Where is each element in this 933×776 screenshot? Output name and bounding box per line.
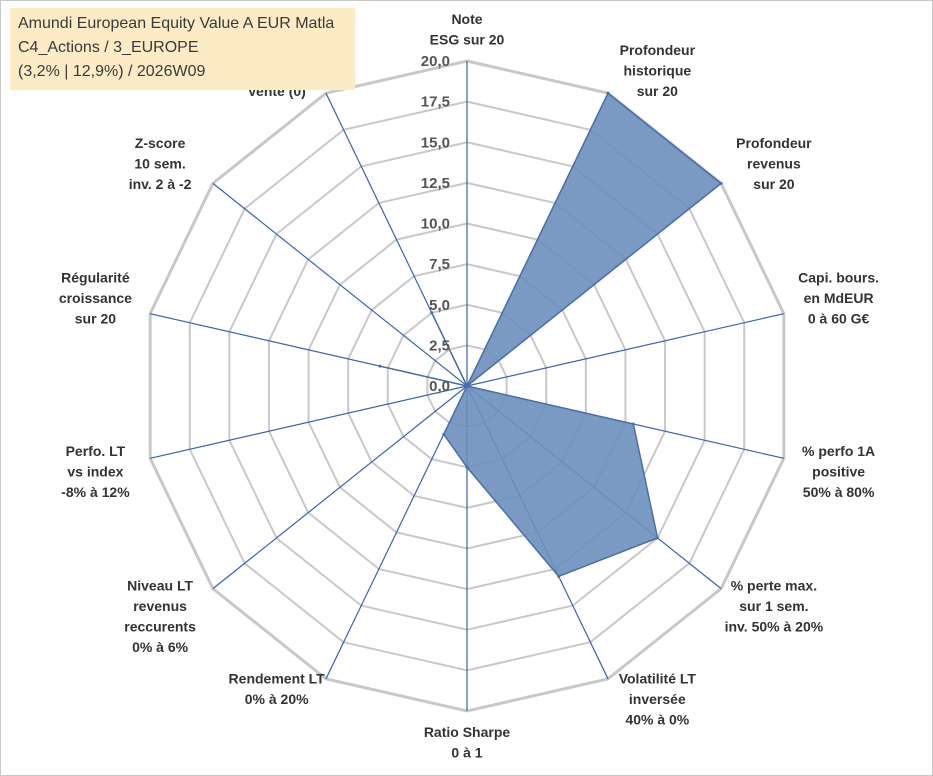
data-point [465,465,469,469]
axis-label-group: Note ESG sur 20 [430,11,505,48]
axis-label: 40% à 0% [625,711,689,727]
axis-label: reccurents [124,618,196,634]
axis-label-group: Rendement LT 0% à 20% [229,670,326,707]
data-point [557,574,561,578]
axis-label: Niveau LT [127,577,193,593]
axis-label: Z-score [135,135,186,151]
axis-label: positive [812,464,865,480]
axis-label: sur 20 [637,83,678,99]
data-point [430,311,434,315]
fund-name: Amundi European Equity Value A EUR Matla [18,15,335,32]
axis-label: 10 sem. [134,156,185,172]
axis-label-group: Perfo. LT vs index -8% à 12% [61,443,130,500]
axis-label-group: Niveau LT revenus reccurents 0% à 6% [124,577,196,655]
tick-label: 12,5 [421,175,450,192]
axis-label: sur 20 [75,310,116,326]
data-point [719,181,723,185]
axis-label: vs index [67,464,123,480]
axis-label: % perfo 1A [802,443,875,459]
axis-label: 0 à 60 G€ [808,310,870,326]
axis-label: Profondeur [736,135,812,151]
data-area [379,92,723,578]
axis-label-group: Volatilité LT inversée 40% à 0% [619,670,697,727]
axis-label: inversée [629,691,686,707]
axis-label: historique [624,63,692,79]
tick-label: 5,0 [429,297,450,314]
axis-label: 0 à 1 [451,745,482,761]
axis-label-group: % perte max. sur 1 sem. inv. 50% à 20% [725,577,824,634]
data-point [606,91,610,95]
fund-category: C4_Actions / 3_EUROPE [18,39,199,56]
data-point [631,422,635,426]
axis-label: Profondeur [620,42,696,58]
axis-label: revenus [133,598,187,614]
fund-title-box: Amundi European Equity Value A EUR Matla… [10,8,355,90]
axis-label: inv. 2 à -2 [129,176,192,192]
axis-label-group: Capi. bours. en MdEUR 0 à 60 G€ [798,269,879,326]
axis-spoke [212,182,468,387]
axis-label: Rendement LT [229,670,326,686]
axis-label-group: % perfo 1A positive 50% à 80% [802,443,875,500]
tick-label: 10,0 [421,216,450,233]
axis-label: sur 20 [753,176,794,192]
tick-label: 7,5 [429,256,450,273]
axis-label: Volatilité LT [619,670,697,686]
axis-label: revenus [747,156,801,172]
axis-label: ESG sur 20 [430,32,505,48]
tick-label: 20,0 [421,53,450,70]
axis-label: en MdEUR [804,290,874,306]
axis-label: Perfo. LT [66,443,126,459]
axis-label-group: Profondeur revenus sur 20 [736,135,812,192]
axis-label-group: Ratio Sharpe 0 à 1 [424,724,511,761]
data-point [656,536,660,540]
data-point [442,432,446,436]
axis-label: croissance [59,290,132,306]
axis-label-group: Z-score 10 sem. inv. 2 à -2 [129,135,192,192]
tick-label: 17,5 [421,94,450,111]
axis-label: sur 1 sem. [739,598,808,614]
axis-label: Capi. bours. [798,269,879,285]
axis-label: 0% à 6% [132,639,189,655]
axis-spoke [150,385,468,459]
tick-label: 2,5 [429,337,450,354]
fund-stats: (3,2% | 12,9%) / 2026W09 [18,63,206,80]
axis-label: inv. 50% à 20% [725,618,824,634]
data-point [465,384,469,388]
axis-label: -8% à 12% [61,484,130,500]
axis-spoke [212,385,468,590]
axis-label-group: Profondeur historique sur 20 [620,42,696,99]
axis-label: 0% à 20% [245,691,309,707]
data-point [378,364,382,368]
axis-label-group: Régularité croissance sur 20 [59,269,132,326]
axis-label: Ratio Sharpe [424,724,511,740]
axis-spoke [466,313,784,387]
tick-label: 15,0 [421,134,450,151]
axis-label: Régularité [61,269,130,285]
tick-label: 0,0 [429,378,450,395]
axis-label: 50% à 80% [803,484,875,500]
axis-label: Note [451,11,482,27]
axis-label: % perte max. [731,577,817,593]
